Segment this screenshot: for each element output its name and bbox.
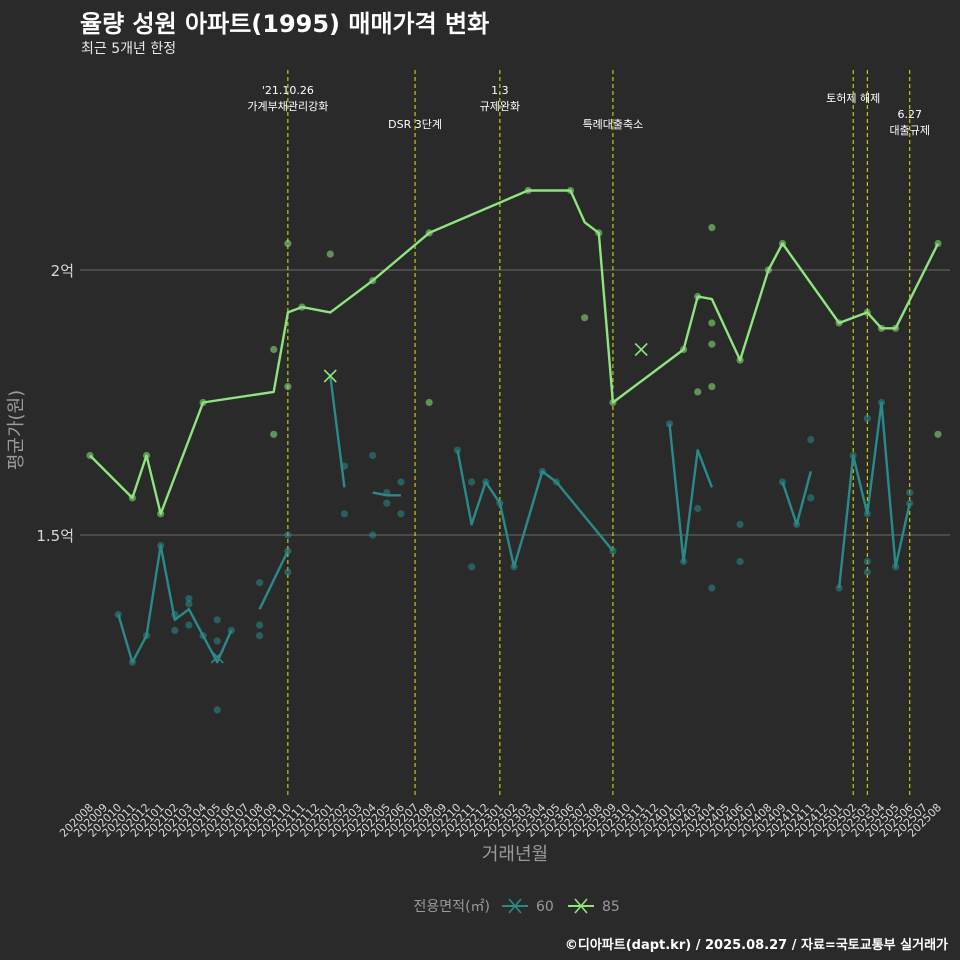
data-point-60 [736,520,744,529]
data-point-85 [284,239,292,248]
data-point-85 [425,398,433,407]
legend-label-85: 85 [602,899,620,915]
data-point-60 [369,451,377,460]
data-point-60 [284,568,292,576]
data-point-60 [863,568,871,576]
event-label: 토허제 해제 [826,91,880,105]
y-tick-label: 2억 [51,262,74,280]
event-label: '21.10.26 [262,84,314,97]
series-line-60 [372,491,401,497]
data-point-85 [581,314,589,322]
data-point-60 [383,499,391,507]
data-point-60 [906,499,914,507]
data-point-60 [256,632,264,640]
event-label: 가계부채관리강화 [247,100,328,113]
series-line-60 [258,550,289,610]
legend-cross-85 [574,898,588,914]
series-line-60 [837,401,911,589]
legend: 전용면적(㎡) 60 85 [414,898,620,915]
data-point-85 [934,430,942,438]
series-line-60 [456,449,614,568]
cross-marker-85 [323,369,337,383]
data-point-60 [736,557,744,566]
data-point-60 [213,616,221,624]
data-point-60 [708,584,716,592]
series-line-60 [329,375,346,488]
y-axis-title: 평균가(원) [6,390,27,470]
y-tick-labels: 1.5억 2억 [36,262,74,545]
data-point-60 [185,621,193,629]
chart-subtitle: 최근 5개년 한정 [81,41,177,57]
series-layer [86,186,942,714]
cross-marker-60 [210,650,224,664]
data-point-60 [185,600,193,608]
data-point-60 [468,478,476,486]
data-point-60 [807,436,815,444]
data-point-60 [213,706,221,714]
cross-marker-85 [634,342,648,357]
data-point-60 [369,531,377,539]
x-axis-title: 거래년월 [482,844,548,865]
data-point-85 [708,319,716,327]
legend-title: 전용면적(㎡) [414,899,490,915]
data-point-85 [270,430,278,438]
data-point-60 [468,563,476,571]
event-label: 특례대출축소 [583,118,644,131]
event-label: 대출규제 [889,124,929,137]
legend-cross-60 [508,898,522,914]
data-point-60 [665,420,674,428]
series-line-85 [89,189,940,515]
legend-label-60: 60 [536,899,554,915]
data-point-60 [397,510,405,518]
y-tick-label: 1.5억 [36,527,74,545]
data-point-60 [863,414,871,422]
data-point-60 [340,510,348,518]
data-point-85 [694,388,702,396]
grid-lines [80,269,950,536]
data-point-60 [807,494,815,502]
data-point-85 [284,383,292,391]
series-line-60 [781,471,812,526]
series-line-60 [668,423,714,563]
data-point-60 [863,557,871,566]
chart-title: 율량 성원 아파트(1995) 매매가격 변화 [80,10,490,38]
data-point-60 [397,478,405,486]
data-point-85 [708,224,716,232]
data-point-60 [213,637,221,645]
event-label: 규제완화 [480,100,520,113]
data-point-85 [708,383,716,391]
data-point-60 [906,489,914,497]
event-label: 6.27 [897,108,922,121]
event-label: 1.3 [491,84,509,97]
data-point-60 [694,504,702,513]
source-caption: ©디아파트(dapt.kr) / 2025.08.27 / 자료=국토교통부 실… [564,938,948,953]
data-point-60 [256,579,264,587]
data-point-85 [326,250,334,258]
data-point-60 [453,446,462,454]
data-point-85 [708,340,716,348]
series-line-60 [117,544,233,664]
data-point-60 [256,621,264,629]
event-label: DSR 3단계 [388,118,442,131]
data-point-60 [835,584,843,592]
data-point-60 [284,531,292,539]
x-tick-labels: 2020082020092020102020112020122021012021… [57,801,944,840]
data-point-60 [185,595,193,603]
data-point-60 [171,626,179,635]
data-point-85 [270,345,278,354]
